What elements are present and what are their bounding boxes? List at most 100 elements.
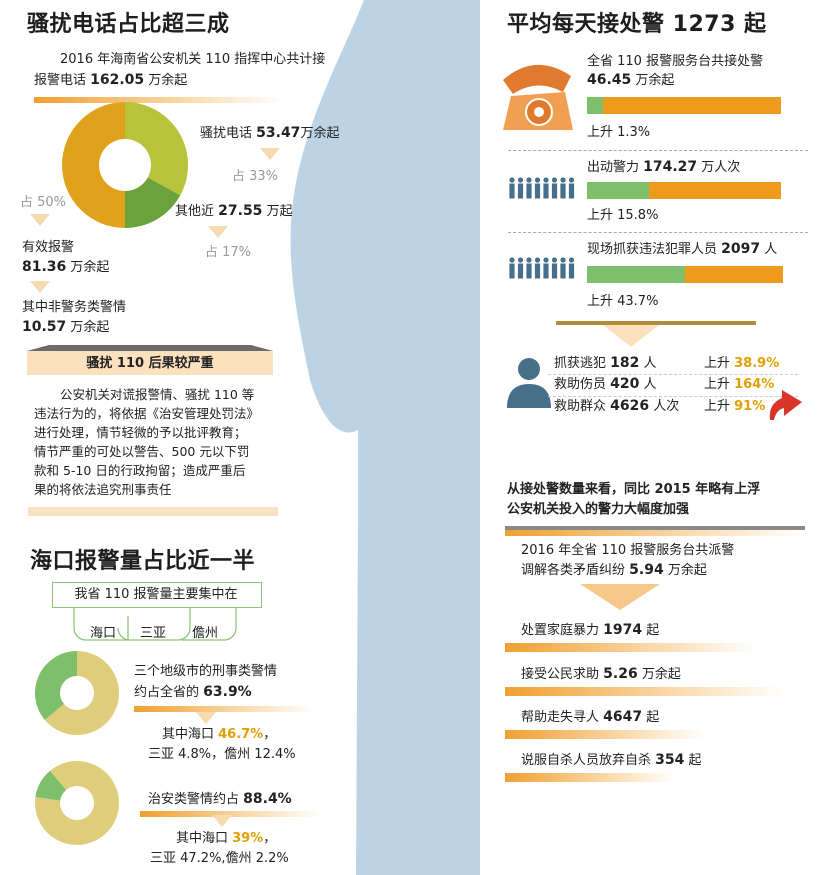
person-body: [509, 183, 515, 199]
person-body: [517, 183, 524, 199]
penalty-line-4: 情节严重的可处以警告、500 元以下罚: [34, 444, 250, 459]
security-line: 治安类警情约占 88.4%: [148, 791, 292, 807]
stat2-label: 救助伤员 420 人: [554, 376, 657, 392]
person-body: [534, 183, 541, 199]
stat3-rise: 上升 91%: [704, 399, 766, 414]
person-body: [568, 263, 575, 279]
penalty-line-5: 款和 5-10 日的行政拘留；造成严重后: [34, 463, 246, 478]
focus-box: [52, 582, 262, 608]
divider: [134, 706, 314, 712]
intro-line-2: 报警电话 162.05 万余起: [34, 72, 188, 88]
person-body: [509, 263, 515, 279]
focus-label: 我省 110 报警量主要集中在: [74, 587, 238, 602]
separator: [548, 396, 798, 397]
person-body: [526, 183, 532, 199]
separator: [508, 150, 808, 151]
title-harassment: 骚扰电话占比超三成: [27, 12, 230, 37]
person-body: [560, 263, 566, 279]
task4: 说服自杀人员放弃自杀 354 起: [521, 752, 702, 768]
up-arrow-icon: [769, 390, 802, 420]
stat1-label: 抓获逃犯 182 人: [554, 355, 657, 371]
valid-label: 有效报警: [22, 240, 75, 255]
task2-bar: [505, 687, 785, 696]
pie-chart-security: [35, 761, 120, 845]
penalty-line-6: 果的将依法追究刑事责任: [34, 482, 172, 497]
person-body: [543, 183, 549, 199]
summary-line-2: 公安机关投入的警力大幅度加强: [507, 502, 690, 517]
person-head: [517, 257, 524, 263]
pie-slice: [35, 770, 67, 801]
pointer: [196, 712, 216, 724]
other-label: 其他近 27.55 万起: [175, 203, 293, 219]
separator: [508, 232, 808, 233]
item2-bar: [587, 182, 781, 199]
harass-label: 骚扰电话 53.47万余起: [200, 125, 340, 141]
intro-line-1: 2016 年海南省公安机关 110 指挥中心共计接: [60, 52, 326, 67]
person-head: [560, 257, 566, 263]
security-detail-2: 三亚 47.2%,儋州 2.2%: [150, 851, 289, 866]
person-body: [534, 263, 541, 279]
task1: 处置家庭暴力 1974 起: [521, 622, 660, 638]
person-body: [526, 263, 532, 279]
task3-bar: [505, 730, 705, 739]
mediate-line-2: 调解各类矛盾纠纷 5.94 万余起: [521, 562, 707, 578]
criminal-detail-2: 三亚 4.8%，儋州 12.4%: [148, 747, 296, 762]
person-icon: [507, 358, 551, 408]
pointer: [30, 281, 50, 293]
person-body: [568, 183, 575, 199]
stat2-rise: 上升 164%: [704, 377, 775, 392]
penalty-line-3: 进行处理，情节轻微的予以批评教育；: [34, 425, 247, 440]
divider: [34, 97, 284, 103]
task2: 接受公民求助 5.26 万余起: [521, 666, 681, 682]
person-body: [560, 183, 566, 199]
person-head: [560, 177, 566, 183]
pie-chart-calls: [62, 102, 188, 228]
item1-rise: 上升 1.3%: [587, 125, 651, 140]
city-haikou: 海口: [90, 626, 117, 641]
person-head: [526, 177, 532, 183]
penalty-line-2: 违法行为的，将依据《治安管理处罚法》: [34, 406, 260, 421]
divider: [505, 530, 805, 536]
people-icon: [509, 257, 575, 279]
item3-rise: 上升 43.7%: [587, 294, 659, 309]
task1-bar: [505, 643, 755, 652]
person-head: [509, 257, 515, 263]
summary-line-1: 从接处警数量来看，同比 2015 年略有上浮: [507, 482, 761, 497]
pie-slice: [35, 651, 77, 720]
harass-pct: 占 33%: [232, 169, 279, 184]
item3-bar: [587, 266, 783, 283]
banner-title: 骚扰 110 后果较严重: [86, 356, 214, 371]
item2-rise: 上升 15.8%: [587, 208, 659, 223]
person-head: [568, 257, 575, 263]
people-icon: [509, 177, 575, 199]
nonpolice-value: 10.57 万余起: [22, 319, 110, 335]
pie-chart-criminal: [35, 651, 119, 735]
valid-pct: 占 50%: [20, 195, 67, 210]
task4-bar: [505, 773, 675, 782]
person-body: [551, 183, 558, 199]
nonpolice-label: 其中非警务类警情: [22, 300, 127, 315]
penalty-line-1: 公安机关对谎报警情、骚扰 110 等: [60, 387, 255, 402]
item3-line: 现场抓获违法犯罪人员 2097 人: [587, 241, 778, 257]
person-head: [568, 177, 575, 183]
city-tabs: [73, 608, 237, 641]
pointer: [260, 148, 280, 160]
item2-line: 出动警力 174.27 万人次: [587, 159, 741, 175]
criminal-line-1: 三个地级市的刑事类警情: [134, 664, 278, 679]
valid-value: 81.36 万余起: [22, 259, 110, 275]
item1-bar: [587, 97, 781, 114]
title-daily: 平均每天接处警 1273 起: [507, 12, 767, 37]
person-head: [543, 257, 549, 263]
divider: [140, 811, 320, 817]
person-body: [517, 263, 524, 279]
other-pct: 占 17%: [205, 245, 252, 260]
pie-slice: [125, 177, 181, 228]
criminal-detail-1: 其中海口 46.7%，: [162, 727, 277, 742]
person-head: [551, 257, 558, 263]
pointer: [580, 584, 660, 610]
person-body: [543, 263, 549, 279]
pointer: [603, 325, 659, 347]
divider: [556, 321, 756, 325]
pie-slice: [44, 651, 119, 735]
stat1-rise: 上升 38.9%: [704, 356, 780, 371]
